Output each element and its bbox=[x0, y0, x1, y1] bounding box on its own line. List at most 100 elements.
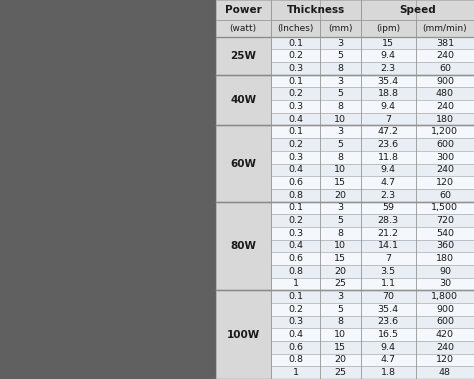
Bar bbox=[320, 290, 361, 303]
Text: 0.8: 0.8 bbox=[288, 356, 303, 365]
Bar bbox=[320, 176, 361, 189]
Bar bbox=[416, 176, 474, 189]
Text: 8: 8 bbox=[337, 64, 343, 73]
Bar bbox=[361, 75, 416, 88]
Text: 25: 25 bbox=[334, 279, 346, 288]
Bar bbox=[320, 303, 361, 316]
Text: 0.1: 0.1 bbox=[288, 127, 303, 136]
Text: 59: 59 bbox=[382, 204, 394, 212]
Text: 0.8: 0.8 bbox=[288, 191, 303, 200]
Text: 4.7: 4.7 bbox=[381, 356, 396, 365]
Text: 5: 5 bbox=[337, 51, 343, 60]
Text: 10: 10 bbox=[334, 330, 346, 339]
Bar bbox=[416, 354, 474, 366]
Bar bbox=[361, 227, 416, 240]
Text: 18.8: 18.8 bbox=[378, 89, 399, 98]
Bar bbox=[271, 163, 320, 176]
Text: 120: 120 bbox=[436, 356, 454, 365]
Bar bbox=[271, 37, 320, 49]
Text: 10: 10 bbox=[334, 115, 346, 124]
Text: 15: 15 bbox=[334, 178, 346, 187]
Bar bbox=[416, 62, 474, 75]
Bar bbox=[361, 113, 416, 125]
Bar bbox=[271, 227, 320, 240]
Text: 5: 5 bbox=[337, 140, 343, 149]
Text: 20: 20 bbox=[334, 267, 346, 276]
Text: 21.2: 21.2 bbox=[378, 229, 399, 238]
Bar bbox=[271, 252, 320, 265]
Bar bbox=[361, 151, 416, 163]
Bar bbox=[320, 100, 361, 113]
Text: 0.6: 0.6 bbox=[288, 343, 303, 352]
Bar bbox=[416, 303, 474, 316]
Bar bbox=[416, 75, 474, 88]
Text: 35.4: 35.4 bbox=[378, 77, 399, 86]
Bar bbox=[216, 37, 271, 75]
Text: 1,200: 1,200 bbox=[431, 127, 458, 136]
Text: 11.8: 11.8 bbox=[378, 153, 399, 162]
Text: 0.4: 0.4 bbox=[288, 241, 303, 251]
Text: 600: 600 bbox=[436, 140, 454, 149]
Text: 9.4: 9.4 bbox=[381, 102, 396, 111]
Text: 240: 240 bbox=[436, 343, 454, 352]
Bar bbox=[361, 202, 416, 214]
Bar bbox=[416, 240, 474, 252]
Text: (watt): (watt) bbox=[230, 24, 257, 33]
Text: 0.1: 0.1 bbox=[288, 39, 303, 48]
Text: 240: 240 bbox=[436, 102, 454, 111]
Bar bbox=[271, 316, 320, 328]
Text: 9.4: 9.4 bbox=[381, 165, 396, 174]
Text: 4.7: 4.7 bbox=[381, 178, 396, 187]
Bar bbox=[320, 202, 361, 214]
Bar bbox=[416, 88, 474, 100]
Bar bbox=[361, 62, 416, 75]
Bar bbox=[361, 100, 416, 113]
Text: 20: 20 bbox=[334, 356, 346, 365]
Bar bbox=[271, 75, 320, 88]
Text: 0.4: 0.4 bbox=[288, 115, 303, 124]
Bar bbox=[271, 202, 320, 214]
Text: 0.3: 0.3 bbox=[288, 64, 303, 73]
Bar bbox=[361, 354, 416, 366]
Bar bbox=[271, 240, 320, 252]
Text: 0.1: 0.1 bbox=[288, 204, 303, 212]
Bar bbox=[320, 163, 361, 176]
Bar bbox=[320, 62, 361, 75]
Text: Speed: Speed bbox=[399, 5, 436, 15]
Bar bbox=[320, 227, 361, 240]
Bar bbox=[416, 125, 474, 138]
Text: 540: 540 bbox=[436, 229, 454, 238]
Bar bbox=[320, 113, 361, 125]
Text: 0.2: 0.2 bbox=[288, 305, 303, 314]
Text: 2.3: 2.3 bbox=[381, 191, 396, 200]
Text: 180: 180 bbox=[436, 254, 454, 263]
Text: 180: 180 bbox=[436, 115, 454, 124]
Text: 9.4: 9.4 bbox=[381, 343, 396, 352]
Bar bbox=[416, 100, 474, 113]
Bar bbox=[320, 354, 361, 366]
Bar bbox=[416, 163, 474, 176]
Bar bbox=[320, 49, 361, 62]
Bar bbox=[416, 341, 474, 354]
Bar bbox=[216, 290, 271, 379]
Text: 5: 5 bbox=[337, 89, 343, 98]
Text: 2.3: 2.3 bbox=[381, 64, 396, 73]
Bar bbox=[361, 0, 474, 20]
Bar bbox=[271, 328, 320, 341]
Text: 3: 3 bbox=[337, 292, 344, 301]
Bar bbox=[271, 88, 320, 100]
Text: 15: 15 bbox=[334, 343, 346, 352]
Bar bbox=[271, 125, 320, 138]
Bar bbox=[216, 125, 271, 202]
Text: 23.6: 23.6 bbox=[378, 318, 399, 326]
Bar bbox=[216, 202, 271, 290]
Bar bbox=[416, 290, 474, 303]
Text: 100W: 100W bbox=[227, 330, 260, 340]
Text: Power: Power bbox=[225, 5, 262, 15]
Text: 1.1: 1.1 bbox=[381, 279, 396, 288]
Text: 80W: 80W bbox=[230, 241, 256, 251]
Bar bbox=[320, 265, 361, 277]
Bar bbox=[216, 20, 271, 37]
Bar bbox=[271, 151, 320, 163]
Text: 120: 120 bbox=[436, 178, 454, 187]
